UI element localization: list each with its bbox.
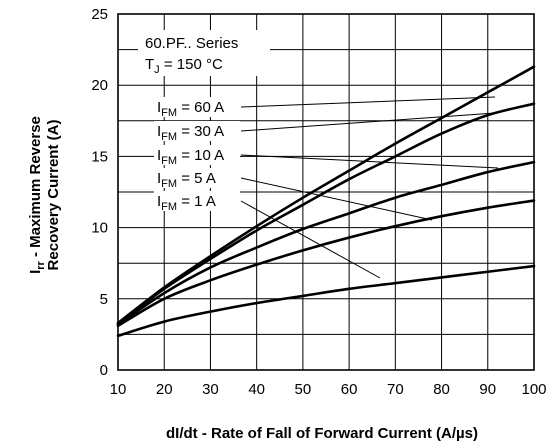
y-axis-title-line2: Recovery Current (A) (45, 120, 62, 271)
curve-label-1: IFM = 30 A (157, 123, 224, 143)
y-tick-label: 0 (100, 362, 108, 379)
y-tick-label: 5 (100, 291, 108, 308)
curve-label-background (154, 191, 240, 211)
y-tick-label: 25 (91, 6, 108, 23)
y-tick-labels: 0 5 10 15 20 25 (91, 6, 108, 379)
y-tick-label: 10 (91, 220, 108, 237)
leader-line-1 (240, 112, 496, 132)
curve-1 (116, 102, 536, 326)
x-tick-label: 60 (341, 381, 358, 398)
curve-label-background (154, 168, 240, 188)
x-tick-label: 10 (110, 381, 127, 398)
x-tick-label: 80 (433, 381, 450, 398)
curve-label-0: IFM = 60 A (157, 99, 224, 119)
leader-line-3 (240, 177, 433, 221)
temperature-annotation: TJ = 150 °C (145, 56, 223, 76)
curve-label-background (154, 145, 240, 165)
y-tick-label: 15 (91, 148, 108, 165)
leader-line-0 (240, 96, 496, 108)
leader-line-4 (240, 200, 381, 279)
y-tick-label: 20 (91, 77, 108, 94)
x-tick-labels: 10 20 30 40 50 60 70 80 90 100 (110, 381, 547, 398)
plot-frame (117, 13, 535, 371)
curve-2 (116, 160, 536, 326)
y-axis-title: Irr - Maximum Reverse Recovery Current (… (27, 116, 62, 274)
curve-label-background (154, 97, 240, 117)
x-tick-label: 50 (295, 381, 312, 398)
y-axis-title-line1: Irr - Maximum Reverse (27, 116, 47, 274)
annotation-background (138, 30, 270, 76)
curve-4 (116, 264, 536, 338)
x-tick-label: 90 (479, 381, 496, 398)
x-tick-label: 40 (248, 381, 265, 398)
x-axis-title: dI/dt - Rate of Fall of Forward Current … (166, 425, 478, 442)
x-tick-label: 100 (521, 381, 546, 398)
x-tick-label: 70 (387, 381, 404, 398)
curve-label-2: IFM = 10 A (157, 147, 224, 167)
curves (116, 65, 536, 338)
curve-labels: IFM = 60 A IFM = 30 A IFM = 10 A IFM = 5 A I… (154, 97, 240, 213)
series-annotation: 60.PF.. Series (145, 35, 238, 52)
label-leaders (240, 96, 499, 279)
curve-label-3: IFM = 5 A (157, 170, 216, 190)
curve-3 (116, 199, 536, 328)
curve-label-background (154, 121, 240, 141)
x-tick-label: 30 (202, 381, 219, 398)
curve-label-4: IFM = 1 A (157, 193, 216, 213)
leader-line-2 (240, 154, 499, 169)
x-tick-label: 20 (156, 381, 173, 398)
curve-0 (116, 65, 536, 325)
